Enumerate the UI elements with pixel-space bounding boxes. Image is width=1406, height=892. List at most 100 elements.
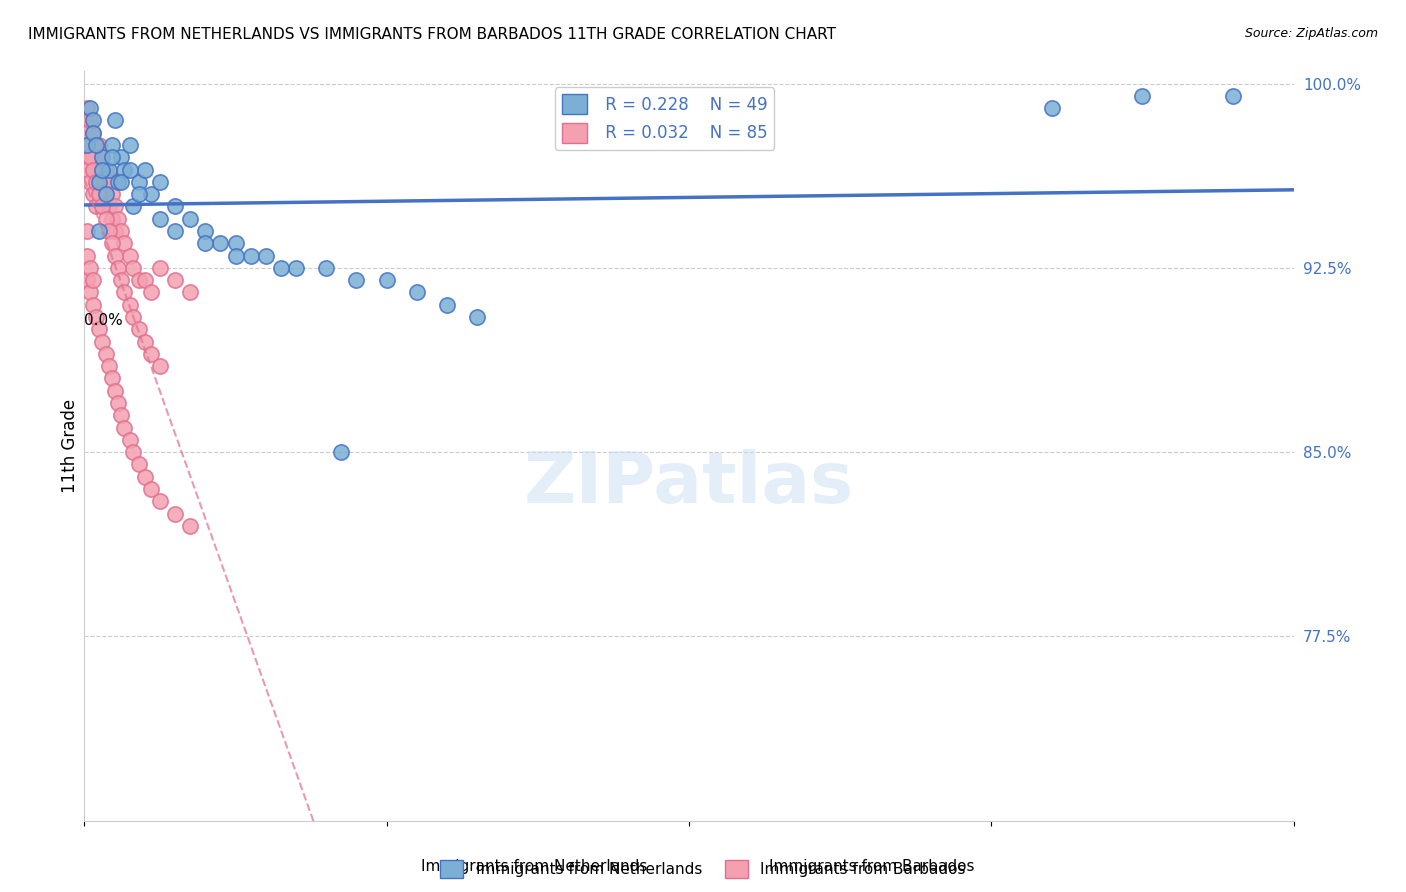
Point	[100, 211, 122, 226]
Point	[79, 101, 101, 115]
Point	[104, 384, 127, 398]
Point	[82, 126, 104, 140]
Text: ZIPatlas: ZIPatlas	[524, 449, 853, 518]
Point	[82, 273, 104, 287]
Point	[134, 273, 156, 287]
Point	[76, 113, 98, 128]
Point	[330, 445, 353, 459]
Point	[209, 236, 232, 251]
Point	[89, 322, 111, 336]
Point	[94, 187, 117, 202]
Point	[91, 199, 114, 213]
Text: Source: ZipAtlas.com: Source: ZipAtlas.com	[1244, 27, 1378, 40]
Point	[149, 260, 172, 275]
Point	[107, 175, 129, 189]
Point	[270, 260, 292, 275]
Point	[94, 211, 117, 226]
Point	[110, 273, 132, 287]
Point	[128, 175, 150, 189]
Point	[97, 224, 120, 238]
Point	[118, 138, 141, 153]
Point	[86, 138, 108, 153]
Point	[165, 273, 187, 287]
Point	[76, 273, 98, 287]
Point	[107, 211, 129, 226]
Point	[315, 260, 337, 275]
Point	[121, 445, 143, 459]
Point	[89, 187, 111, 202]
Point	[79, 138, 101, 153]
Point	[134, 162, 156, 177]
Point	[139, 347, 162, 361]
Text: Immigrants from Netherlands: Immigrants from Netherlands	[420, 859, 648, 874]
Point	[225, 249, 247, 263]
Point	[346, 273, 368, 287]
Point	[110, 409, 132, 423]
Point	[104, 199, 127, 213]
Point	[107, 260, 129, 275]
Text: Immigrants from Barbados: Immigrants from Barbados	[769, 859, 974, 874]
Point	[79, 150, 101, 164]
Point	[118, 298, 141, 312]
Text: 0.0%: 0.0%	[84, 312, 124, 327]
Point	[436, 298, 458, 312]
Point	[104, 113, 127, 128]
Point	[89, 224, 111, 238]
Point	[118, 433, 141, 447]
Point	[79, 113, 101, 128]
Point	[139, 285, 162, 300]
Point	[194, 236, 217, 251]
Point	[82, 126, 104, 140]
Point	[1040, 101, 1063, 115]
Point	[100, 138, 122, 153]
Point	[254, 249, 277, 263]
Point	[91, 150, 114, 164]
Point	[91, 199, 114, 213]
Point	[179, 211, 201, 226]
Point	[406, 285, 429, 300]
Point	[97, 162, 120, 177]
Point	[91, 175, 114, 189]
Text: IMMIGRANTS FROM NETHERLANDS VS IMMIGRANTS FROM BARBADOS 11TH GRADE CORRELATION C: IMMIGRANTS FROM NETHERLANDS VS IMMIGRANT…	[28, 27, 837, 42]
Point	[97, 175, 120, 189]
Point	[82, 162, 104, 177]
Point	[165, 199, 187, 213]
Point	[194, 224, 217, 238]
Point	[121, 310, 143, 324]
Point	[104, 224, 127, 238]
Point	[149, 359, 172, 373]
Point	[76, 224, 98, 238]
Point	[86, 175, 108, 189]
Point	[121, 260, 143, 275]
Point	[1222, 89, 1244, 103]
Point	[79, 150, 101, 164]
Point	[82, 187, 104, 202]
Point	[79, 285, 101, 300]
Point	[82, 162, 104, 177]
Point	[100, 187, 122, 202]
Point	[79, 175, 101, 189]
Point	[139, 187, 162, 202]
Point	[112, 285, 135, 300]
Point	[94, 162, 117, 177]
Point	[1130, 89, 1153, 103]
Point	[100, 150, 122, 164]
Point	[134, 469, 156, 483]
Point	[82, 150, 104, 164]
Point	[149, 494, 172, 508]
Point	[97, 359, 120, 373]
Point	[128, 273, 150, 287]
Point	[82, 113, 104, 128]
Point	[107, 396, 129, 410]
Point	[76, 101, 98, 115]
Point	[128, 187, 150, 202]
Point	[121, 199, 143, 213]
Point	[179, 285, 201, 300]
Point	[79, 260, 101, 275]
Point	[100, 371, 122, 385]
Point	[179, 519, 201, 533]
Point	[112, 420, 135, 434]
Point	[112, 236, 135, 251]
Point	[86, 199, 108, 213]
Point	[86, 138, 108, 153]
